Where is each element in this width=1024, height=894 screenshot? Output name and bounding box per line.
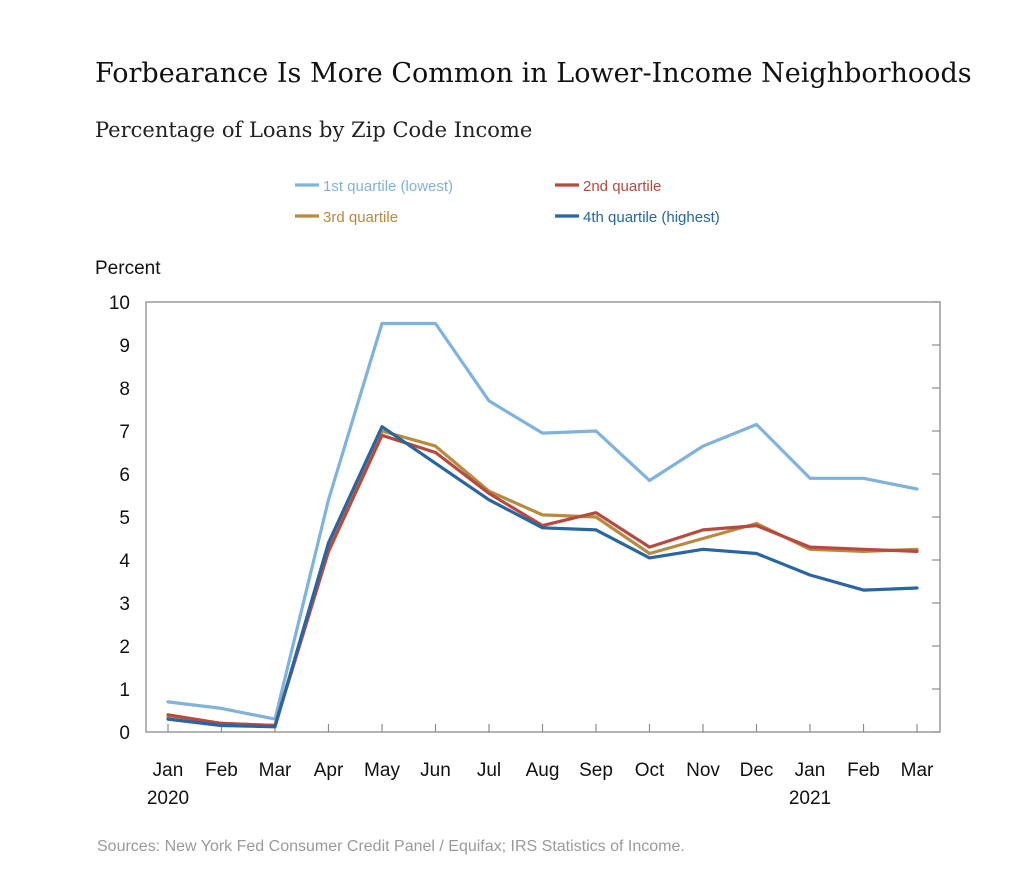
- chart-subtitle: Percentage of Loans by Zip Code Income: [95, 118, 533, 142]
- x-tick-label: Mar: [901, 760, 934, 781]
- y-tick-label: 7: [119, 422, 130, 443]
- series-line-2: [166, 433, 919, 728]
- legend-label: 4th quartile (highest): [583, 209, 720, 226]
- y-tick-label: 2: [119, 637, 130, 658]
- x-tick-label: Feb: [205, 760, 238, 781]
- legend-label: 3rd quartile: [323, 209, 398, 226]
- plot-series: [166, 321, 919, 729]
- x-tick-label: Oct: [635, 760, 665, 781]
- legend-label: 1st quartile (lowest): [323, 178, 453, 195]
- y-axis: 0 1 2 3 4 5 6 7 8 9 10: [109, 293, 940, 744]
- y-axis-label: Percent: [95, 258, 161, 279]
- source-note: Sources: New York Fed Consumer Credit Pa…: [97, 838, 685, 855]
- x-tick-label: Jun: [420, 760, 451, 781]
- x-tick-label: Dec: [740, 760, 774, 781]
- y-tick-label: 5: [119, 508, 130, 529]
- chart-title: Forbearance Is More Common in Lower-Inco…: [95, 58, 972, 89]
- x-year-label: 2021: [789, 788, 831, 809]
- x-tick-label: Feb: [847, 760, 880, 781]
- x-tick-label: Jan: [795, 760, 826, 781]
- y-tick-label: 0: [119, 723, 130, 744]
- y-tick-label: 9: [119, 336, 130, 357]
- y-tick-label: 4: [119, 551, 130, 572]
- x-tick-label: May: [364, 760, 400, 781]
- x-tick-label: Mar: [259, 760, 292, 781]
- y-tick-label: 10: [109, 293, 130, 314]
- x-tick-label: Sep: [579, 760, 613, 781]
- x-tick-label: Jul: [477, 760, 501, 781]
- x-tick-label: Aug: [526, 760, 560, 781]
- plot-frame: [145, 301, 941, 733]
- y-tick-label: 6: [119, 465, 130, 486]
- legend-label: 2nd quartile: [583, 178, 661, 195]
- y-tick-label: 1: [119, 680, 130, 701]
- x-tick-label: Jan: [153, 760, 184, 781]
- y-tick-label: 3: [119, 594, 130, 615]
- series-line-4: [166, 425, 919, 729]
- x-axis: Jan Feb Mar Apr May Jun Jul Aug Sep Oct Nov Dec Jan F…: [147, 724, 934, 809]
- legend: 1st quartile (lowest) 2nd quartile 3rd qua…: [295, 178, 720, 226]
- series-line-1: [166, 321, 919, 721]
- y-tick-label: 8: [119, 379, 130, 400]
- x-tick-label: Nov: [686, 760, 720, 781]
- x-year-label: 2020: [147, 788, 189, 809]
- x-tick-label: Apr: [314, 760, 344, 781]
